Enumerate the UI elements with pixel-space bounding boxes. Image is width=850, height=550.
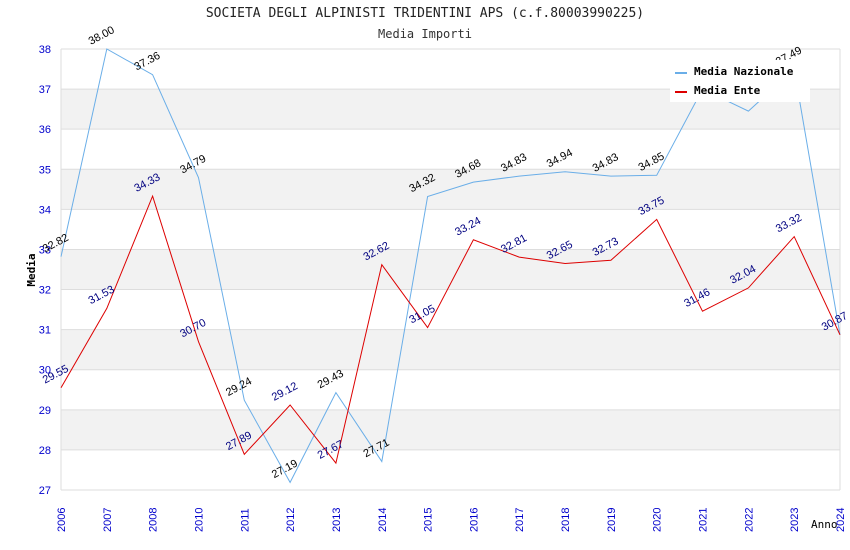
y-tick-label: 32 xyxy=(39,285,51,297)
data-label-nazionale: 29.24 xyxy=(224,375,254,399)
x-tick-label: 2014 xyxy=(377,508,389,532)
x-tick-label: 2010 xyxy=(193,508,205,532)
x-tick-label: 2008 xyxy=(148,508,160,532)
data-label-nazionale: 37.36 xyxy=(132,50,162,74)
x-axis-ticks: 2006 2007 2008 2010 2011 2012 2013 2014 2015 2016… xyxy=(56,508,847,532)
grid-lines xyxy=(60,48,841,491)
x-tick-label: 2016 xyxy=(468,508,480,532)
legend-box xyxy=(670,60,810,102)
x-tick-label: 2007 xyxy=(102,508,114,532)
y-tick-label: 34 xyxy=(39,204,51,216)
chart-title: SOCIETA DEGLI ALPINISTI TRIDENTINI APS (… xyxy=(205,6,645,21)
y-tick-label: 37 xyxy=(39,84,51,96)
data-label-ente: 33.32 xyxy=(774,212,804,236)
x-tick-label: 2020 xyxy=(652,508,664,532)
y-tick-label: 36 xyxy=(39,124,51,136)
y-tick-label: 27 xyxy=(39,485,51,497)
x-tick-label: 2017 xyxy=(514,508,526,532)
data-label-nazionale: 34.94 xyxy=(545,147,575,171)
x-tick-label: 2006 xyxy=(56,508,68,532)
chart-subtitle: Media Importi xyxy=(378,27,472,41)
y-tick-label: 29 xyxy=(39,405,51,417)
x-axis-label: Anno xyxy=(811,518,838,531)
x-tick-label: 2015 xyxy=(423,508,435,532)
x-tick-label: 2011 xyxy=(239,508,251,532)
data-label-nazionale: 38.00 xyxy=(87,24,117,48)
data-label-ente: 33.24 xyxy=(453,215,483,239)
x-tick-label: 2019 xyxy=(606,508,618,532)
y-tick-label: 38 xyxy=(39,44,51,56)
y-axis-ticks: 27 28 29 30 31 32 33 34 35 36 37 38 xyxy=(39,44,51,497)
data-label-nazionale: 29.43 xyxy=(316,368,346,392)
x-tick-label: 2021 xyxy=(698,508,710,532)
y-tick-label: 35 xyxy=(39,164,51,176)
grid-band xyxy=(61,409,840,450)
x-tick-label: 2018 xyxy=(560,508,572,532)
y-tick-label: 30 xyxy=(39,365,51,377)
series-line-ente xyxy=(60,194,841,465)
x-tick-label: 2023 xyxy=(789,508,801,532)
x-tick-label: 2013 xyxy=(331,508,343,532)
grid-bands xyxy=(61,89,840,450)
y-tick-label: 33 xyxy=(39,244,51,256)
y-axis-label: Media xyxy=(25,253,38,286)
x-tick-label: 2012 xyxy=(285,508,297,532)
data-label-nazionale: 27.19 xyxy=(270,458,300,482)
legend-label-ente: Media Ente xyxy=(694,84,761,97)
data-label-ente: 29.12 xyxy=(270,380,300,404)
legend-label-nazionale: Media Nazionale xyxy=(694,65,794,78)
x-tick-label: 2024 xyxy=(835,508,847,532)
legend: Media Nazionale Media Ente xyxy=(670,60,810,102)
x-tick-label: 2022 xyxy=(743,508,755,532)
y-tick-label: 28 xyxy=(39,445,51,457)
y-tick-label: 31 xyxy=(39,325,51,337)
grid-band xyxy=(61,329,840,370)
